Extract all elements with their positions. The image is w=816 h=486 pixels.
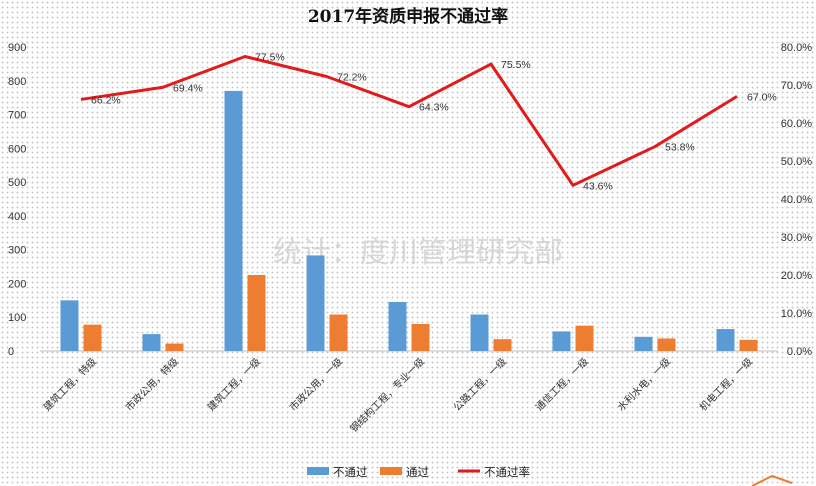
x-axis-labels: 建筑工程，特级 市政公用，特级 建筑工程，一级 市政公用，一级 钢结构工程，专业一级 公路… [40, 355, 755, 435]
line-layer: 66.2% 69.4% 77.5% 72.2% 64.3% 75.5% 43.6% 53.8%… [80, 52, 777, 192]
right-tick-label: 70.0% [781, 80, 812, 92]
bar-pass [411, 323, 430, 351]
left-tick-label: 900 [8, 42, 26, 54]
right-axis: 0.0% 10.0% 20.0% 30.0% 40.0% 50.0% 60.0% 70.0% 8… [781, 42, 812, 358]
right-tick-label: 0.0% [787, 346, 812, 358]
x-tick-label: 水利水电，一级 [614, 355, 673, 414]
bar-fail [60, 300, 79, 351]
bar-fail [634, 336, 653, 351]
legend-label: 不通过 [333, 465, 368, 479]
bar-fail [142, 334, 161, 351]
left-tick-label: 100 [8, 312, 26, 324]
bar-pass [493, 339, 512, 351]
bar-pass [657, 338, 676, 351]
bar-fail [552, 331, 571, 351]
left-tick-label: 300 [8, 245, 26, 257]
legend-label: 不通过率 [484, 465, 530, 479]
x-tick-label: 公路工程，一级 [450, 355, 509, 414]
rate-data-label: 75.5% [501, 59, 531, 71]
chart-title: 2017年资质申报不通过率 [308, 6, 508, 27]
bar-fail [306, 255, 325, 351]
right-tick-label: 40.0% [781, 194, 812, 206]
rate-data-label: 43.6% [583, 180, 613, 192]
right-tick-label: 60.0% [781, 118, 812, 130]
x-tick-label: 市政公用，特级 [122, 355, 181, 414]
x-tick-label: 通信工程，一级 [533, 356, 591, 414]
rate-data-label: 64.3% [419, 102, 449, 114]
rate-line [80, 55, 738, 187]
rate-data-label: 72.2% [337, 72, 367, 84]
bar-pass [575, 325, 594, 351]
rate-data-label: 67.0% [747, 91, 777, 103]
rate-data-label: 53.8% [665, 142, 695, 154]
bar-fail [716, 329, 735, 351]
x-tick-label: 机电工程，一级 [696, 355, 755, 414]
rate-data-label: 66.2% [91, 94, 121, 106]
right-tick-label: 10.0% [781, 308, 812, 320]
rate-data-label: 77.5% [255, 52, 285, 64]
legend-swatch [307, 467, 329, 475]
bar-fail [224, 90, 243, 352]
left-tick-label: 400 [8, 211, 26, 223]
right-tick-label: 50.0% [781, 156, 812, 168]
left-tick-label: 600 [8, 143, 26, 155]
x-tick-label: 钢结构工程，专业一级 [347, 355, 427, 435]
right-tick-label: 20.0% [781, 270, 812, 282]
x-tick-label: 建筑工程，一级 [204, 355, 263, 414]
legend-swatch [380, 467, 402, 475]
bar-fail [470, 314, 489, 351]
bar-pass [83, 324, 102, 351]
left-tick-label: 0 [8, 346, 14, 358]
legend-label: 通过 [406, 465, 429, 479]
right-tick-label: 80.0% [781, 42, 812, 54]
left-tick-label: 800 [8, 76, 26, 88]
bar-pass [247, 275, 266, 351]
rate-data-label: 69.4% [173, 82, 203, 94]
left-tick-label: 200 [8, 278, 26, 290]
x-tick-label: 市政公用，一级 [286, 355, 345, 414]
legend: 不通过 通过 不通过率 [307, 465, 530, 479]
left-tick-label: 500 [8, 177, 26, 189]
bar-pass [165, 343, 184, 351]
right-tick-label: 30.0% [781, 232, 812, 244]
bar-pass [739, 339, 758, 351]
bar-pass [329, 314, 348, 351]
bars-layer [60, 90, 758, 352]
left-axis: 0 100 200 300 400 500 600 700 800 900 [8, 42, 26, 358]
left-tick-label: 700 [8, 110, 26, 122]
corner-arrow-icon [751, 474, 793, 486]
x-tick-label: 建筑工程，特级 [40, 355, 99, 414]
bar-fail [388, 302, 407, 351]
